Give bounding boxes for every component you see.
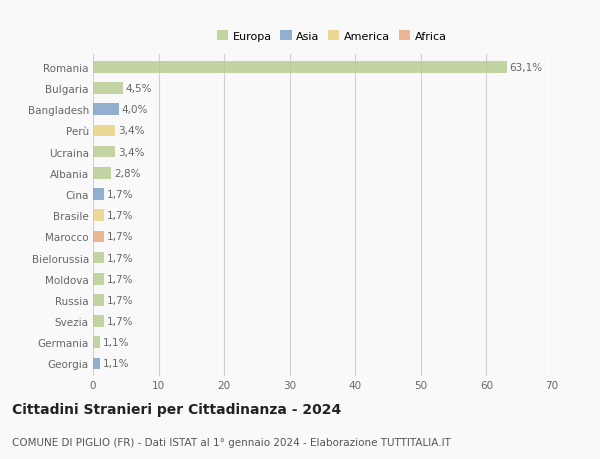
Bar bbox=[93, 83, 122, 95]
Bar bbox=[93, 273, 104, 285]
Bar bbox=[93, 189, 104, 201]
Text: 4,0%: 4,0% bbox=[122, 105, 148, 115]
Bar bbox=[93, 295, 104, 306]
Bar bbox=[93, 252, 104, 264]
Text: COMUNE DI PIGLIO (FR) - Dati ISTAT al 1° gennaio 2024 - Elaborazione TUTTITALIA.: COMUNE DI PIGLIO (FR) - Dati ISTAT al 1°… bbox=[12, 437, 451, 447]
Text: 1,7%: 1,7% bbox=[107, 316, 133, 326]
Text: 1,1%: 1,1% bbox=[103, 358, 130, 369]
Text: 1,7%: 1,7% bbox=[107, 232, 133, 242]
Text: 1,7%: 1,7% bbox=[107, 253, 133, 263]
Legend: Europa, Asia, America, Africa: Europa, Asia, America, Africa bbox=[212, 27, 451, 46]
Text: 1,7%: 1,7% bbox=[107, 190, 133, 200]
Text: 4,5%: 4,5% bbox=[125, 84, 152, 94]
Text: 3,4%: 3,4% bbox=[118, 126, 145, 136]
Bar bbox=[93, 337, 100, 348]
Text: 3,4%: 3,4% bbox=[118, 147, 145, 157]
Bar bbox=[93, 231, 104, 243]
Bar bbox=[93, 358, 100, 369]
Text: 1,7%: 1,7% bbox=[107, 274, 133, 284]
Bar bbox=[93, 146, 115, 158]
Text: 1,7%: 1,7% bbox=[107, 295, 133, 305]
Bar bbox=[93, 125, 115, 137]
Bar bbox=[93, 104, 119, 116]
Text: 63,1%: 63,1% bbox=[509, 63, 542, 73]
Text: 1,1%: 1,1% bbox=[103, 337, 130, 347]
Text: 2,8%: 2,8% bbox=[114, 168, 140, 179]
Text: 1,7%: 1,7% bbox=[107, 211, 133, 221]
Bar bbox=[93, 62, 507, 73]
Bar bbox=[93, 210, 104, 222]
Text: Cittadini Stranieri per Cittadinanza - 2024: Cittadini Stranieri per Cittadinanza - 2… bbox=[12, 402, 341, 416]
Bar bbox=[93, 168, 112, 179]
Bar bbox=[93, 316, 104, 327]
